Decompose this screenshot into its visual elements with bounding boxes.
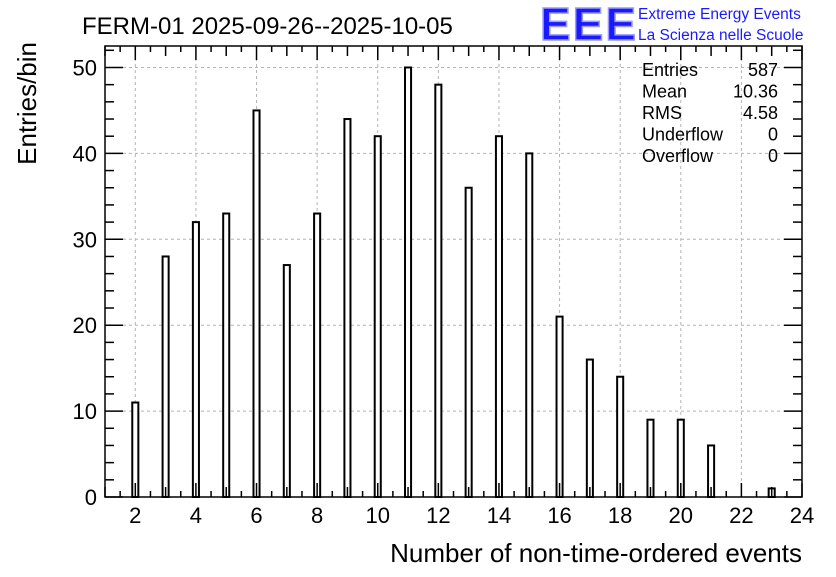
logo-line-2: La Scienza nelle Scuole bbox=[638, 27, 803, 44]
histogram-bar bbox=[434, 83, 443, 499]
y-tick-label: 40 bbox=[73, 141, 97, 166]
x-tick-label: 14 bbox=[487, 503, 511, 528]
eee-logo: EEE Extreme Energy Events La Scienza nel… bbox=[539, 0, 803, 51]
x-tick-label: 12 bbox=[426, 503, 450, 528]
histogram-bar bbox=[191, 221, 200, 498]
histogram-bar bbox=[585, 358, 594, 498]
x-tick-label: 6 bbox=[250, 503, 262, 528]
stats-value: 10.36 bbox=[733, 82, 778, 102]
histogram-bar bbox=[131, 401, 140, 498]
x-tick-label: 16 bbox=[547, 503, 571, 528]
histogram-bar bbox=[525, 152, 534, 498]
x-tick-label: 24 bbox=[790, 503, 814, 528]
x-tick-label: 2 bbox=[129, 503, 141, 528]
histogram-bar bbox=[494, 135, 503, 498]
histogram-bar bbox=[282, 264, 291, 498]
stats-value: 587 bbox=[748, 60, 778, 80]
grid-lines bbox=[105, 46, 802, 497]
chart-title: FERM-01 2025-09-26--2025-10-05 bbox=[82, 13, 453, 40]
y-tick-label: 30 bbox=[73, 227, 97, 252]
histogram-bar bbox=[404, 66, 413, 498]
histogram-bar bbox=[646, 418, 655, 498]
y-tick-label: 50 bbox=[73, 55, 97, 80]
logo-mark: EEE bbox=[540, 0, 638, 50]
histogram-bar bbox=[313, 212, 322, 498]
histogram-bar bbox=[373, 135, 382, 498]
x-tick-label: 18 bbox=[608, 503, 632, 528]
y-axis-label: Entries/bin bbox=[12, 42, 42, 165]
x-tick-label: 22 bbox=[729, 503, 753, 528]
logo-line-1: Extreme Energy Events bbox=[638, 6, 801, 23]
histogram-bar bbox=[252, 109, 261, 499]
stats-label: Underflow bbox=[642, 125, 724, 145]
histogram-bar bbox=[555, 315, 564, 498]
histogram-bar bbox=[343, 118, 352, 499]
stats-label: Overflow bbox=[642, 146, 714, 166]
histogram-bar bbox=[464, 186, 473, 498]
x-tick-label: 20 bbox=[669, 503, 693, 528]
stats-box: Entries 587 Mean 10.36 RMS 4.58 Underflow 0 Over… bbox=[642, 60, 778, 166]
stats-value: 0 bbox=[768, 125, 778, 145]
x-tick-label: 4 bbox=[190, 503, 202, 528]
y-tick-label: 0 bbox=[85, 485, 97, 510]
x-tick-label: 10 bbox=[365, 503, 389, 528]
axes bbox=[104, 45, 803, 498]
stats-value: 0 bbox=[768, 146, 778, 166]
histogram-bar bbox=[161, 255, 170, 499]
histogram-bar bbox=[222, 212, 231, 498]
stats-label: Mean bbox=[642, 82, 687, 102]
histogram-bar bbox=[616, 375, 625, 499]
stats-label: RMS bbox=[642, 103, 682, 123]
x-axis-label: Number of non-time-ordered events bbox=[390, 538, 802, 568]
y-tick-label: 20 bbox=[73, 313, 97, 338]
y-tick-label: 10 bbox=[73, 399, 97, 424]
x-tick-label: 8 bbox=[311, 503, 323, 528]
stats-label: Entries bbox=[642, 60, 698, 80]
stats-value: 4.58 bbox=[743, 103, 778, 123]
